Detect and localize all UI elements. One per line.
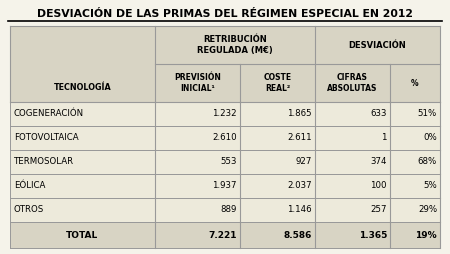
Text: 927: 927 <box>296 157 312 167</box>
Text: 5%: 5% <box>423 182 437 190</box>
Text: 100: 100 <box>370 182 387 190</box>
Text: 553: 553 <box>220 157 237 167</box>
Text: 1: 1 <box>382 134 387 142</box>
Text: CIFRAS
ABSOLUTAS: CIFRAS ABSOLUTAS <box>327 73 378 93</box>
Bar <box>10 26 440 102</box>
Text: 1.232: 1.232 <box>212 109 237 119</box>
Text: 1.865: 1.865 <box>288 109 312 119</box>
Text: 633: 633 <box>370 109 387 119</box>
Bar <box>10 174 440 198</box>
Text: 257: 257 <box>370 205 387 214</box>
Text: TECNOLOGÍA: TECNOLOGÍA <box>54 84 112 92</box>
Text: 889: 889 <box>220 205 237 214</box>
Text: 68%: 68% <box>418 157 437 167</box>
Text: 1.146: 1.146 <box>288 205 312 214</box>
Text: 19%: 19% <box>415 230 437 240</box>
Text: 1.937: 1.937 <box>212 182 237 190</box>
Text: EÓLICA: EÓLICA <box>14 182 45 190</box>
Bar <box>10 126 440 150</box>
Text: FOTOVOLTAICA: FOTOVOLTAICA <box>14 134 79 142</box>
Text: OTROS: OTROS <box>14 205 44 214</box>
Text: %: % <box>411 78 419 87</box>
Text: 374: 374 <box>370 157 387 167</box>
Text: 1.365: 1.365 <box>359 230 387 240</box>
Text: COGENERACIÓN: COGENERACIÓN <box>14 109 84 119</box>
Text: DESVIACIÓN: DESVIACIÓN <box>349 40 406 50</box>
Text: TOTAL: TOTAL <box>67 230 99 240</box>
Text: 51%: 51% <box>418 109 437 119</box>
Text: 7.221: 7.221 <box>208 230 237 240</box>
Text: PREVISIÓN
INICIAL¹: PREVISIÓN INICIAL¹ <box>174 73 221 93</box>
Bar <box>10 102 440 126</box>
Text: 29%: 29% <box>418 205 437 214</box>
Text: COSTE
REAL²: COSTE REAL² <box>263 73 292 93</box>
Bar <box>10 150 440 174</box>
Text: RETRIBUCIÓN
REGULADA (M€): RETRIBUCIÓN REGULADA (M€) <box>197 35 273 55</box>
Bar <box>10 222 440 248</box>
Text: 8.586: 8.586 <box>284 230 312 240</box>
Text: DESVIACIÓN DE LAS PRIMAS DEL RÉGIMEN ESPECIAL EN 2012: DESVIACIÓN DE LAS PRIMAS DEL RÉGIMEN ESP… <box>37 9 413 19</box>
Text: TERMOSOLAR: TERMOSOLAR <box>14 157 74 167</box>
Text: 2.611: 2.611 <box>288 134 312 142</box>
Text: 0%: 0% <box>423 134 437 142</box>
Text: 2.610: 2.610 <box>212 134 237 142</box>
Text: 2.037: 2.037 <box>288 182 312 190</box>
Bar <box>10 198 440 222</box>
